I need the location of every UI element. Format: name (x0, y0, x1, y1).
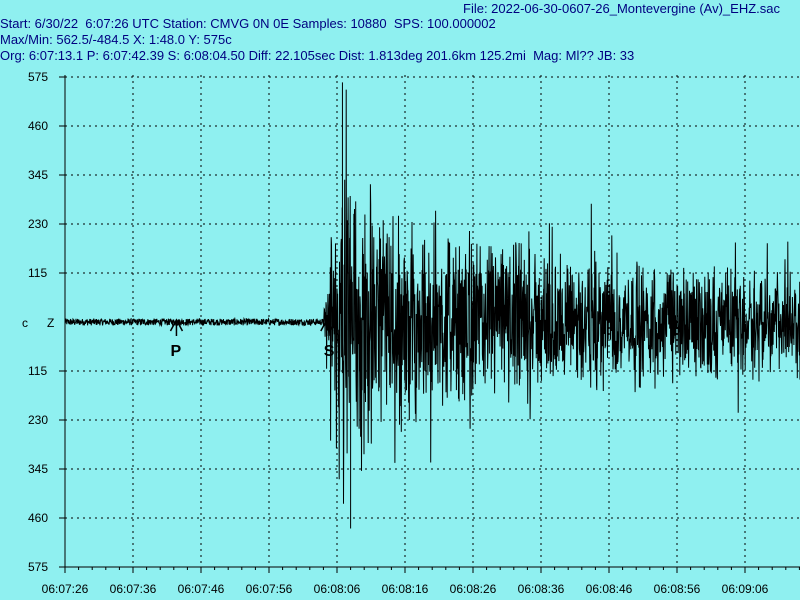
x-tick-label: 06:08:16 (382, 582, 429, 596)
x-tick-label: 06:08:46 (586, 582, 633, 596)
x-tick-label: 06:09:06 (722, 582, 769, 596)
channel-label-z: Z (47, 316, 54, 330)
origin-info-line: Org: 6:07:13.1 P: 6:07:42.39 S: 6:08:04.… (0, 48, 635, 63)
x-axis: 06:07:26 06:07:36 06:07:46 06:07:56 06:08:06… (42, 566, 800, 596)
x-tick-label: 06:07:36 (110, 582, 157, 596)
trace-group (64, 82, 800, 529)
s-marker-arrow (320, 318, 334, 336)
p-marker-arrow (169, 318, 184, 336)
y-tick-label: 575 (28, 560, 48, 574)
y-tick-label: 230 (28, 217, 48, 231)
x-tick-label: 06:08:26 (450, 582, 497, 596)
x-tick-label: 06:08:06 (314, 582, 361, 596)
y-tick-label: 115 (28, 266, 47, 280)
file-name-label: File: 2022-06-30-0607-26_Montevergine (A… (463, 1, 780, 16)
y-tick-label: 460 (28, 119, 48, 133)
y-tick-label: 345 (28, 168, 48, 182)
s-marker-label: S (324, 343, 335, 360)
start-info-line: Start: 6/30/22 6:07:26 UTC Station: CMVG… (0, 16, 496, 31)
channel-label-c: c (22, 316, 28, 330)
y-tick-label: 460 (28, 511, 48, 525)
maxmin-info-line: Max/Min: 562.5/-484.5 X: 1:48.0 Y: 575c (0, 32, 232, 47)
y-axis: 575 460 345 230 115 115 230 345 460 575 (28, 70, 66, 574)
p-marker-label: P (170, 343, 181, 360)
y-tick-label: 230 (28, 413, 48, 427)
x-tick-label: 06:08:36 (518, 582, 565, 596)
y-tick-label: 575 (28, 70, 48, 84)
x-tick-label: 06:07:26 (42, 582, 89, 596)
x-tick-label: 06:07:56 (246, 582, 293, 596)
seismic-trace (64, 89, 800, 504)
y-tick-label: 345 (28, 462, 48, 476)
y-tick-label: 115 (28, 364, 47, 378)
x-tick-label: 06:07:46 (178, 582, 225, 596)
x-tick-label: 06:08:56 (654, 582, 701, 596)
